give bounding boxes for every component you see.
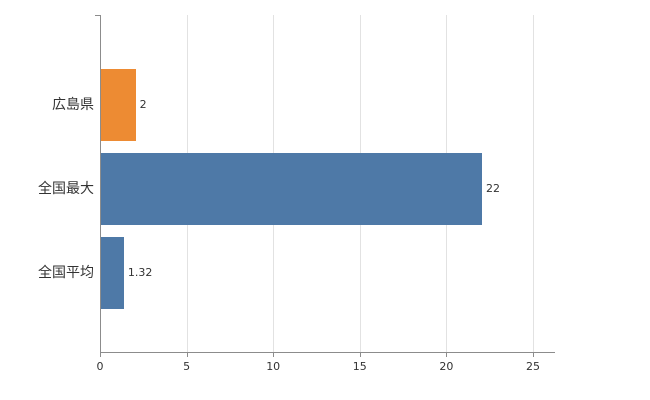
x-axis-tick bbox=[359, 352, 361, 357]
x-axis-tick bbox=[273, 352, 275, 357]
value-label: 22 bbox=[486, 182, 501, 195]
value-label: 1.32 bbox=[127, 266, 153, 279]
bar bbox=[101, 237, 124, 309]
category-label: 全国平均 bbox=[38, 265, 94, 281]
category-label: 広島県 bbox=[52, 97, 94, 113]
x-gridline bbox=[533, 15, 534, 352]
x-axis-tick bbox=[533, 352, 534, 357]
y-axis-line bbox=[100, 15, 101, 353]
x-tick-label: 20 bbox=[439, 360, 454, 373]
bar bbox=[101, 69, 136, 141]
x-axis-tick bbox=[446, 352, 448, 357]
x-tick-label: 15 bbox=[352, 360, 367, 373]
x-axis-line bbox=[100, 352, 555, 353]
x-tick-label: 0 bbox=[96, 360, 104, 373]
y-axis-tick bbox=[95, 15, 100, 16]
category-label: 全国最大 bbox=[38, 181, 94, 197]
bar bbox=[101, 153, 483, 225]
x-axis-tick bbox=[186, 352, 188, 357]
x-tick-label: 25 bbox=[526, 360, 540, 373]
x-axis-tick bbox=[100, 352, 101, 357]
x-tick-label: 10 bbox=[266, 360, 281, 373]
value-label: 2 bbox=[139, 98, 147, 111]
x-tick-label: 5 bbox=[183, 360, 191, 373]
